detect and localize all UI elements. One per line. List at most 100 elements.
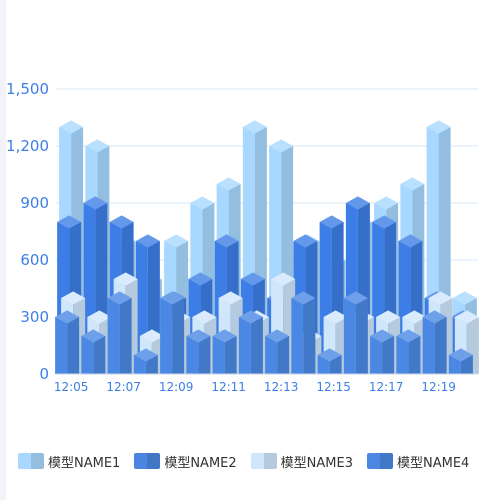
bar-top-cap bbox=[87, 310, 112, 324]
bar-top-cap bbox=[113, 272, 138, 286]
bar-right-face bbox=[382, 336, 395, 374]
legend-item-name1[interactable]: 模型NAME1 bbox=[18, 452, 120, 471]
bar-right-face bbox=[224, 336, 237, 374]
bar-top-cap bbox=[160, 291, 185, 305]
bar-top-cap bbox=[448, 348, 473, 362]
bar-top-cap bbox=[85, 139, 110, 153]
bar-series4-15 bbox=[448, 348, 473, 374]
bar-left-face bbox=[370, 336, 383, 374]
x-tick-label: 12:19 bbox=[421, 380, 456, 394]
bar-top-cap bbox=[372, 215, 397, 229]
legend-label-name3: 模型NAME3 bbox=[280, 455, 353, 471]
bar-series4-6 bbox=[212, 329, 237, 374]
bar-right-face bbox=[277, 336, 290, 374]
bar-right-face bbox=[172, 298, 185, 374]
bar-top-cap bbox=[57, 215, 82, 229]
y-tick-label: 600 bbox=[20, 251, 49, 269]
bar-top-cap bbox=[218, 291, 243, 305]
legend-swatch-name3 bbox=[250, 453, 277, 469]
bar-top-cap bbox=[269, 139, 294, 153]
bar-right-face bbox=[93, 336, 106, 374]
bar-top-cap bbox=[398, 234, 423, 248]
bar-top-cap bbox=[370, 329, 395, 343]
bar-top-cap bbox=[212, 329, 237, 343]
bar-series4-11 bbox=[343, 291, 368, 374]
bar-top-cap bbox=[81, 329, 106, 343]
bar-top-cap bbox=[422, 310, 447, 324]
y-tick-label: 1,200 bbox=[6, 137, 49, 155]
bar-top-cap bbox=[374, 196, 399, 210]
bar-top-cap bbox=[135, 234, 160, 248]
legend-label-name2: 模型NAME2 bbox=[164, 455, 237, 471]
bar-top-cap bbox=[139, 329, 164, 343]
bar-top-cap bbox=[188, 272, 213, 286]
x-tick-label: 12:13 bbox=[264, 380, 299, 394]
bar-top-cap bbox=[61, 291, 86, 305]
y-tick-label: 0 bbox=[39, 365, 49, 383]
bar-series4-14 bbox=[422, 310, 447, 374]
legend-item-name2[interactable]: 模型NAME2 bbox=[134, 452, 237, 471]
bar-top-cap bbox=[396, 329, 421, 343]
bar-top-cap bbox=[319, 215, 344, 229]
bar-series4-10 bbox=[317, 348, 342, 374]
bar-top-cap bbox=[426, 120, 451, 134]
legend-swatch-name4 bbox=[366, 453, 393, 469]
x-tick-label: 12:15 bbox=[316, 380, 351, 394]
x-tick-label: 12:17 bbox=[369, 380, 404, 394]
bar-top-cap bbox=[265, 329, 290, 343]
x-tick-label: 12:09 bbox=[159, 380, 194, 394]
bar-top-cap bbox=[291, 291, 316, 305]
bar-series4-12 bbox=[370, 329, 395, 374]
bar-top-cap bbox=[190, 196, 215, 210]
x-tick-label: 12:05 bbox=[54, 380, 89, 394]
bar-top-cap bbox=[271, 272, 296, 286]
bar-top-cap bbox=[452, 291, 477, 305]
bar-top-cap bbox=[164, 234, 189, 248]
bar-top-cap bbox=[59, 120, 84, 134]
legend-item-name3[interactable]: 模型NAME3 bbox=[250, 452, 353, 471]
chart-legend: 模型NAME1 模型NAME2 模型NAME3 模型NAME4 bbox=[18, 450, 500, 472]
bar-top-cap bbox=[242, 120, 267, 134]
bar-series4-13 bbox=[396, 329, 421, 374]
bar-right-face bbox=[250, 317, 263, 374]
bar-top-cap bbox=[238, 310, 263, 324]
legend-item-name4[interactable]: 模型NAME4 bbox=[366, 452, 470, 471]
legend-label-name4: 模型NAME4 bbox=[396, 455, 470, 471]
bar-top-cap bbox=[317, 348, 342, 362]
legend-swatch-name2 bbox=[134, 453, 161, 469]
bar-top-cap bbox=[133, 348, 158, 362]
bar-left-face bbox=[396, 336, 409, 374]
bar-top-cap bbox=[376, 310, 401, 324]
y-tick-label: 300 bbox=[20, 308, 49, 326]
y-tick-label: 1,500 bbox=[6, 80, 49, 98]
bar-right-face bbox=[119, 298, 132, 374]
bar-right-face bbox=[303, 298, 316, 374]
bar-top-cap bbox=[240, 272, 265, 286]
bar-series4-1 bbox=[81, 329, 106, 374]
bar-chart: 0 300 600 900 1,200 1,500 12:05 12:07 12:09 12:11… bbox=[6, 80, 479, 394]
bar-left-face bbox=[186, 336, 199, 374]
bar-series4-7 bbox=[238, 310, 263, 374]
bar-top-cap bbox=[55, 310, 80, 324]
x-tick-label: 12:11 bbox=[211, 380, 246, 394]
bar-left-face bbox=[107, 298, 120, 374]
left-edge-strip bbox=[0, 0, 6, 500]
bar-series4-5 bbox=[186, 329, 211, 374]
bar-left-face bbox=[55, 317, 68, 374]
bar-top-cap bbox=[83, 196, 108, 210]
bar-top-cap bbox=[402, 310, 427, 324]
bar-top-cap bbox=[109, 215, 134, 229]
bar-left-face bbox=[212, 336, 225, 374]
bar-series4-3 bbox=[133, 348, 158, 374]
bar-series4-8 bbox=[265, 329, 290, 374]
bar-right-face bbox=[408, 336, 421, 374]
bar-right-face bbox=[434, 317, 447, 374]
bar-top-cap bbox=[343, 291, 368, 305]
bar-top-cap bbox=[107, 291, 132, 305]
bar-right-face bbox=[67, 317, 80, 374]
bar-top-cap bbox=[186, 329, 211, 343]
bar-top-cap bbox=[428, 291, 453, 305]
bar-left-face bbox=[422, 317, 435, 374]
bar-left-face bbox=[343, 298, 356, 374]
bar-top-cap bbox=[216, 177, 241, 191]
